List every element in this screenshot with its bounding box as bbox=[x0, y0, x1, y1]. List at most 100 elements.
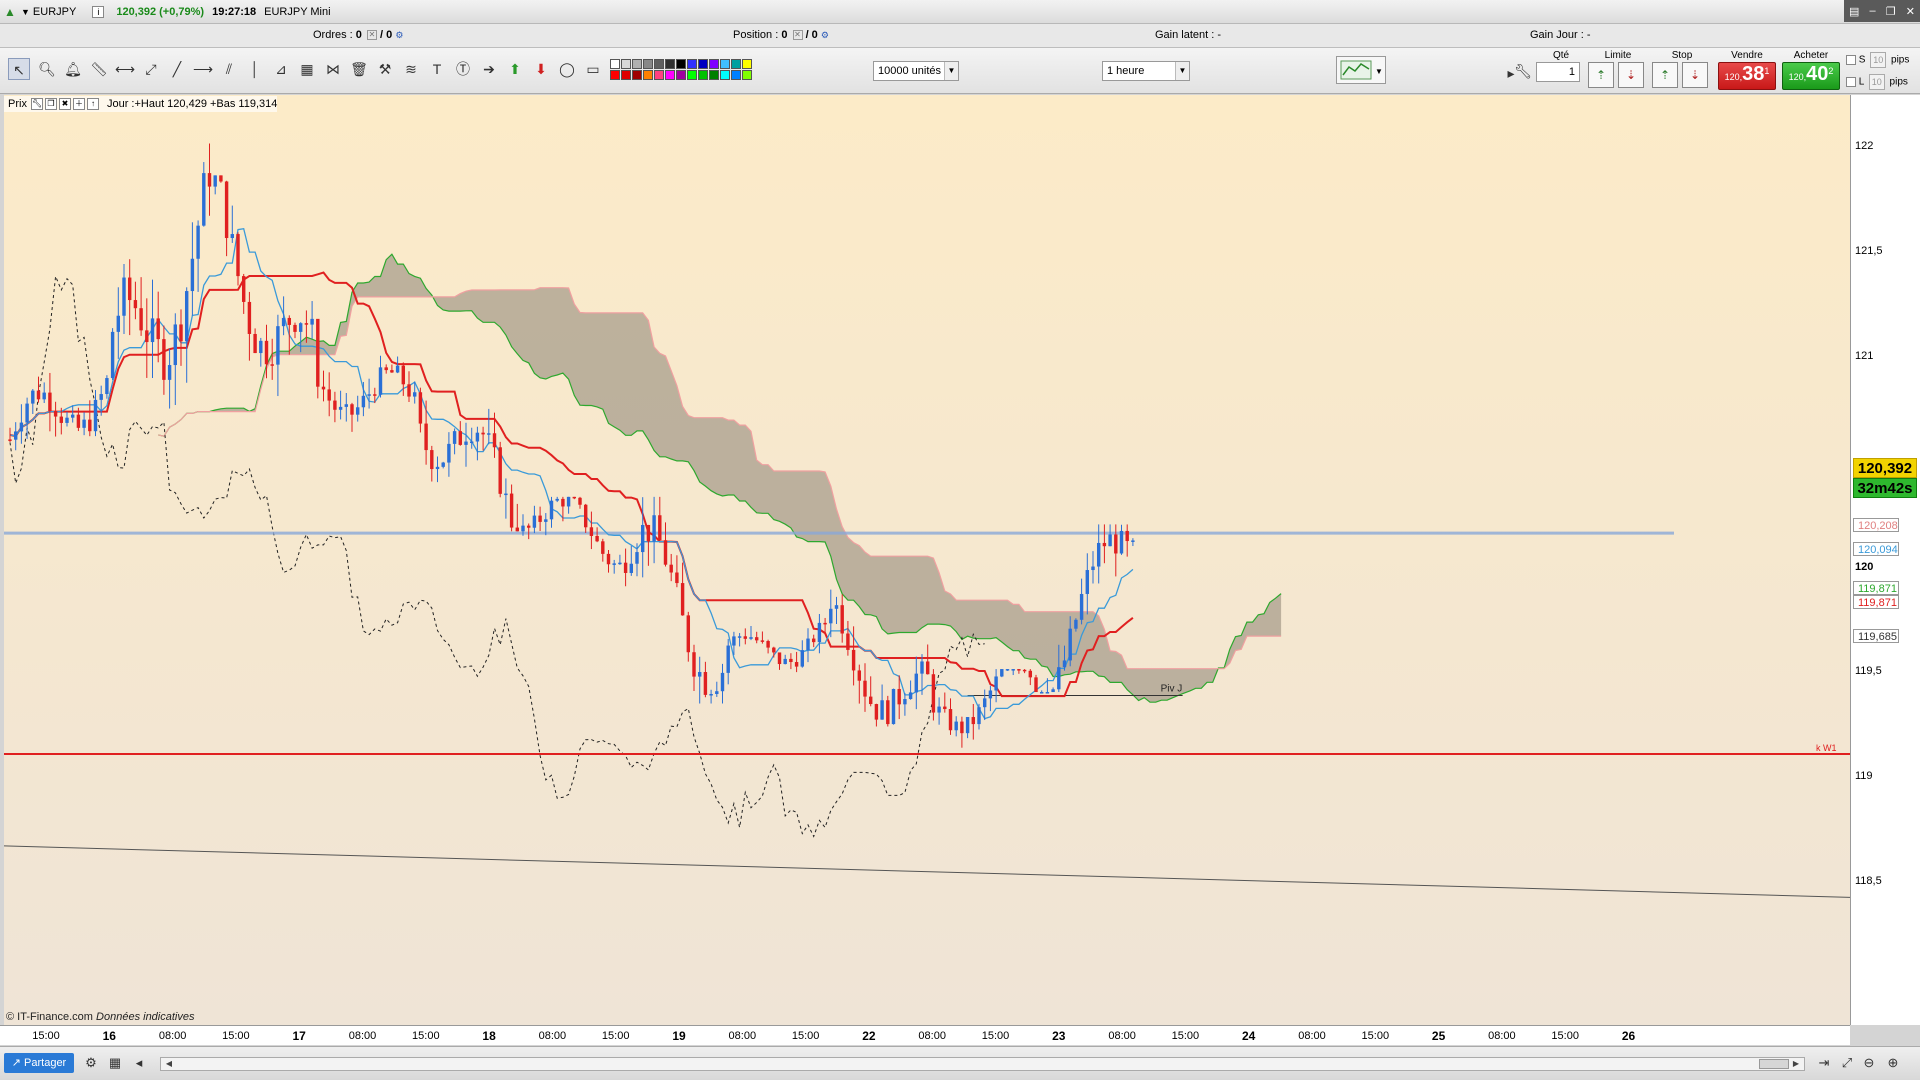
stop-buy-button[interactable]: ⇡ bbox=[1652, 62, 1678, 88]
segment-icon[interactable]: ╱ bbox=[172, 61, 182, 77]
symbol-name[interactable]: EURJPY bbox=[32, 5, 77, 18]
stop-pips-field[interactable]: 10 bbox=[1870, 52, 1887, 68]
calculator-icon[interactable]: ▦ bbox=[108, 1055, 122, 1070]
limit-pips-field[interactable]: 10 bbox=[1868, 74, 1885, 90]
arrow-up-icon[interactable]: ⬆ bbox=[509, 61, 521, 77]
magnet-icon[interactable]: ⚒ bbox=[378, 61, 392, 77]
up-arrow-icon[interactable]: ↑ bbox=[86, 98, 99, 110]
chart-canvas[interactable]: k W1 Piv J bbox=[4, 95, 1850, 1025]
color-swatch[interactable] bbox=[621, 70, 631, 80]
color-swatch[interactable] bbox=[610, 70, 620, 80]
trend-line-icon[interactable]: ⤢ bbox=[145, 61, 157, 77]
scroll-left-arrow[interactable]: ◀ bbox=[165, 1059, 173, 1068]
pointer-tool-icon[interactable]: ↖ bbox=[8, 58, 30, 80]
color-swatch[interactable] bbox=[643, 59, 653, 69]
color-swatch[interactable] bbox=[632, 59, 642, 69]
color-swatch[interactable] bbox=[632, 70, 642, 80]
color-swatch[interactable] bbox=[665, 59, 675, 69]
restore-icon[interactable]: ❐ bbox=[1885, 5, 1896, 18]
orders-clear-icon[interactable]: ✕ bbox=[366, 30, 377, 41]
limit-sell-button[interactable]: ⇣ bbox=[1618, 62, 1644, 88]
limit-buy-button[interactable]: ⇡ bbox=[1588, 62, 1614, 88]
price-chart[interactable]: k W1 Piv J bbox=[4, 95, 1850, 1025]
buy-button[interactable]: 120,402 bbox=[1782, 62, 1840, 90]
arrow-down-icon[interactable]: ⬇ bbox=[535, 61, 547, 77]
rectangle-icon[interactable]: ▭ bbox=[586, 61, 600, 77]
channel-icon[interactable]: ⫽ bbox=[225, 61, 233, 77]
position-clear-icon[interactable]: ✕ bbox=[792, 30, 803, 41]
minimize-icon[interactable]: – bbox=[1869, 5, 1876, 17]
color-swatch[interactable] bbox=[731, 59, 741, 69]
chart-style-button[interactable]: ▼ bbox=[1336, 56, 1386, 84]
zoom-in-icon[interactable]: ⊕ bbox=[1887, 1055, 1899, 1070]
scroll-left-icon[interactable]: ◂ bbox=[135, 1055, 143, 1070]
color-swatch[interactable] bbox=[654, 59, 664, 69]
wrench-icon[interactable]: 🔧︎ bbox=[1514, 63, 1532, 79]
color-swatch[interactable] bbox=[742, 59, 752, 69]
close-icon[interactable]: ✕ bbox=[1905, 5, 1915, 18]
orders-settings-icon[interactable]: ⚙ bbox=[395, 29, 404, 40]
vertical-line-icon[interactable]: │ bbox=[250, 61, 260, 77]
timeframe-select[interactable]: 1 heure ▼ bbox=[1102, 61, 1190, 81]
trash-icon[interactable]: 🗑︎ bbox=[350, 61, 368, 77]
alert-bell-icon[interactable]: 🔔︎ bbox=[64, 61, 82, 77]
color-swatch[interactable] bbox=[643, 70, 653, 80]
color-swatch[interactable] bbox=[676, 70, 686, 80]
color-palette[interactable] bbox=[610, 59, 752, 80]
info-icon[interactable]: i bbox=[92, 5, 105, 18]
scroll-thumb[interactable] bbox=[1759, 1059, 1789, 1069]
color-swatch[interactable] bbox=[720, 59, 730, 69]
detach-icon[interactable]: ❐ bbox=[44, 98, 57, 110]
text-tool-icon[interactable]: T bbox=[432, 61, 442, 77]
stop-checkbox[interactable] bbox=[1846, 55, 1856, 65]
ruler-icon[interactable]: 📏︎ bbox=[90, 61, 108, 77]
color-swatch[interactable] bbox=[698, 70, 708, 80]
remove-icon[interactable]: ✖ bbox=[58, 98, 71, 110]
color-swatch[interactable] bbox=[720, 70, 730, 80]
gann-icon[interactable]: ⋈ bbox=[326, 61, 340, 77]
zoom-out-icon[interactable]: ⊖ bbox=[1863, 1055, 1875, 1070]
text-bubble-icon[interactable]: Ⓣ bbox=[456, 61, 470, 77]
color-swatch[interactable] bbox=[665, 70, 675, 80]
color-swatch[interactable] bbox=[709, 59, 719, 69]
fibonacci-icon[interactable]: ≋ bbox=[405, 61, 417, 77]
arrow-right-icon[interactable]: ➔ bbox=[483, 61, 495, 77]
fibonacci-fan-icon[interactable]: ⊿ bbox=[275, 61, 287, 77]
layout-icon[interactable]: ⚙ bbox=[85, 1055, 97, 1070]
scroll-right-arrow[interactable]: ▶ bbox=[1792, 1059, 1800, 1068]
quantity-field[interactable]: 1 bbox=[1536, 62, 1580, 82]
color-swatch[interactable] bbox=[687, 70, 697, 80]
price-axis[interactable]: 122 121,5 121 120,392 32m42s 120,208 120… bbox=[1850, 95, 1920, 1025]
candle-body bbox=[133, 300, 138, 309]
color-swatch[interactable] bbox=[698, 59, 708, 69]
sell-button[interactable]: 120,381 bbox=[1718, 62, 1776, 90]
symbol-dropdown-icon[interactable]: ▼ bbox=[21, 6, 30, 17]
color-swatch[interactable] bbox=[742, 70, 752, 80]
color-swatch[interactable] bbox=[621, 59, 631, 69]
color-swatch[interactable] bbox=[676, 59, 686, 69]
units-select[interactable]: 10000 unités ▼ bbox=[873, 61, 959, 81]
ellipse-icon[interactable]: ◯ bbox=[559, 61, 575, 77]
color-swatch[interactable] bbox=[731, 70, 741, 80]
expand-arrow-icon[interactable]: ▸ bbox=[1507, 65, 1515, 81]
add-indicator-icon[interactable]: ＋ bbox=[72, 98, 85, 110]
stop-sell-button[interactable]: ⇣ bbox=[1682, 62, 1708, 88]
properties-icon[interactable]: 🔧︎ bbox=[30, 98, 43, 110]
horizontal-line-icon[interactable]: ⟷ bbox=[114, 61, 136, 77]
color-swatch[interactable] bbox=[654, 70, 664, 80]
color-swatch[interactable] bbox=[687, 59, 697, 69]
chart-scrollbar[interactable]: ◀ ▶ bbox=[160, 1057, 1805, 1071]
zoom-tool-icon[interactable]: 🔍︎ bbox=[38, 61, 56, 77]
time-axis[interactable]: 15:00 16 08:00 15:00 17 08:00 15:00 18 08:00 15:0… bbox=[0, 1025, 1850, 1045]
ray-icon[interactable]: ⟶ bbox=[192, 61, 214, 77]
color-swatch[interactable] bbox=[610, 59, 620, 69]
candle-body bbox=[264, 340, 269, 365]
share-button[interactable]: ↗ Partager bbox=[4, 1053, 74, 1073]
fibonacci-grid-icon[interactable]: ▦ bbox=[300, 61, 314, 77]
limit-checkbox[interactable] bbox=[1846, 77, 1856, 87]
auto-scroll-icon[interactable]: ⇥ bbox=[1818, 1055, 1830, 1070]
fit-icon[interactable]: ⤢ bbox=[1841, 1055, 1853, 1070]
color-swatch[interactable] bbox=[709, 70, 719, 80]
menu-icon[interactable]: ▤ bbox=[1849, 5, 1860, 18]
position-settings-icon[interactable]: ⚙ bbox=[820, 29, 829, 40]
